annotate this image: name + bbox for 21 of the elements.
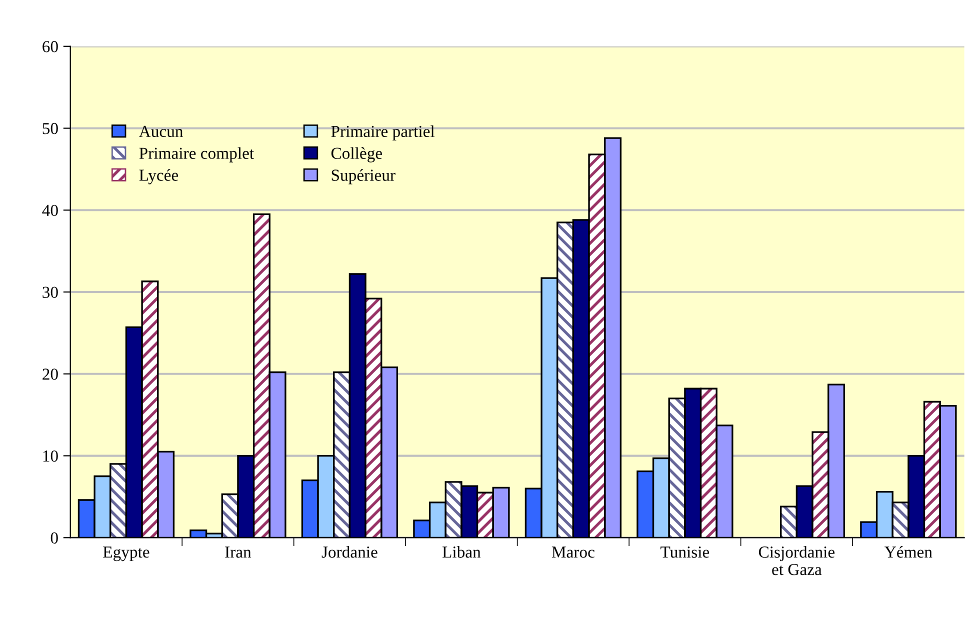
legend-label: Collège <box>331 147 382 162</box>
y-tick-label: 60 <box>42 41 58 52</box>
y-tick-label: 10 <box>43 450 58 462</box>
x-tick-label: Maroc <box>552 546 594 558</box>
y-tick-label: 0 <box>50 532 58 544</box>
legend-label: Lycée <box>139 169 178 184</box>
y-tick-label: 40 <box>42 204 58 216</box>
y-tick-label: 50 <box>42 122 58 134</box>
legend-label: Primaire complet <box>139 147 254 162</box>
x-tick-label: Yémen <box>884 546 932 558</box>
y-tick-label: 20 <box>42 368 58 380</box>
x-tick-label: Liban <box>442 546 481 558</box>
x-tick-label: Egypte <box>103 546 150 562</box>
legend-label: Supérieur <box>332 169 396 184</box>
legend-label: Aucun <box>138 126 184 138</box>
x-tick-label: Tunisie <box>660 546 710 558</box>
x-tick-label: Jordanie <box>322 546 378 558</box>
y-tick-label: 30 <box>42 286 58 298</box>
x-tick-label: Iran <box>225 546 252 558</box>
x-tick-label: Cisjordanie et Gaza <box>758 546 835 576</box>
legend-label: Primaire partiel <box>331 125 435 140</box>
